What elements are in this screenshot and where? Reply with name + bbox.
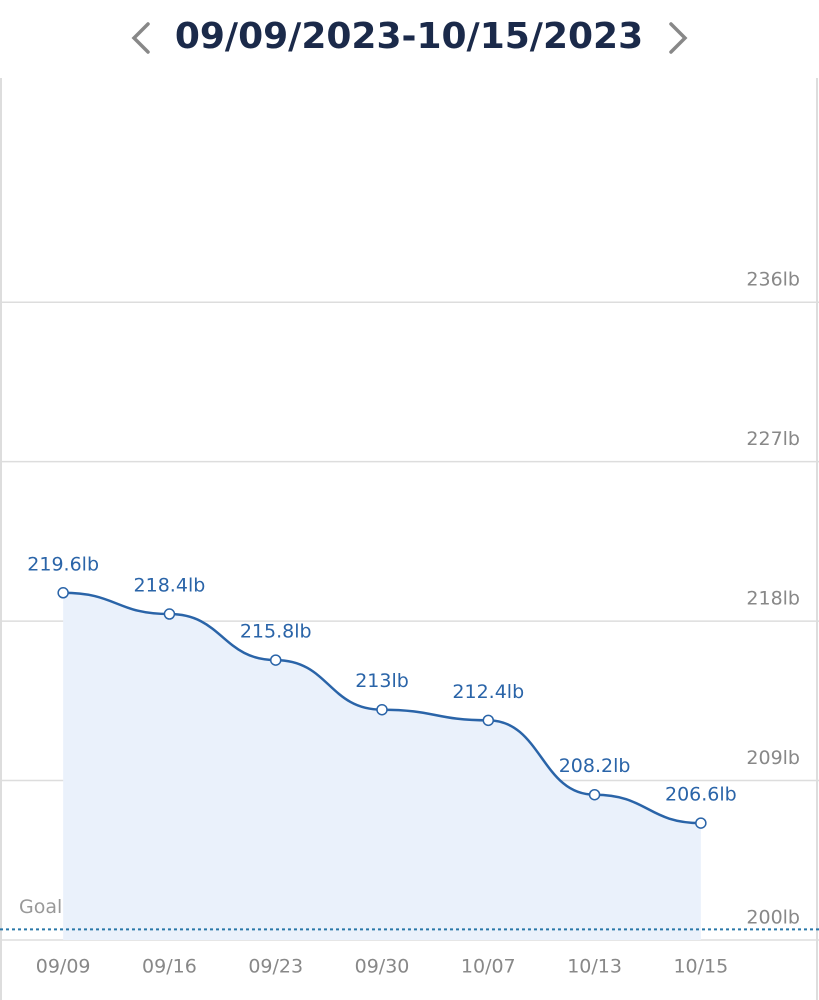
point <box>588 788 601 801</box>
prev-button[interactable] <box>131 22 150 54</box>
y-tick-label: 209lb <box>746 747 800 769</box>
x-tick-label: 10/15 <box>673 956 728 978</box>
x-tick-label: 09/16 <box>142 956 197 978</box>
x-tick-label: 09/23 <box>248 956 303 978</box>
point <box>482 714 495 727</box>
date-range-title: 09/09/2023-10/15/2023 <box>175 16 643 57</box>
point <box>376 703 388 716</box>
data-label: 208.2lb <box>559 755 631 777</box>
point <box>269 654 282 666</box>
y-tick-label: 218lb <box>746 588 800 610</box>
x-tick-label: 09/09 <box>36 956 91 978</box>
point <box>57 587 69 599</box>
data-label: 215.8lb <box>240 621 312 643</box>
data-label: 206.6lb <box>665 784 737 806</box>
x-tick-label: 10/07 <box>461 956 516 978</box>
goal-label: Goal <box>19 896 62 918</box>
y-tick-label: 227lb <box>746 428 800 450</box>
data-label: 213lb <box>355 670 409 692</box>
point <box>695 817 707 829</box>
point <box>163 608 176 620</box>
data-label: 218.4lb <box>134 575 206 597</box>
next-button[interactable] <box>669 22 688 54</box>
area <box>63 592 701 940</box>
y-tick-label: 236lb <box>746 269 800 291</box>
data-label: 219.6lb <box>27 553 99 575</box>
x-tick-label: 09/30 <box>355 956 410 978</box>
data-label: 212.4lb <box>452 681 524 703</box>
x-tick-label: 10/13 <box>567 956 622 978</box>
y-tick-label: 200lb <box>746 907 800 929</box>
